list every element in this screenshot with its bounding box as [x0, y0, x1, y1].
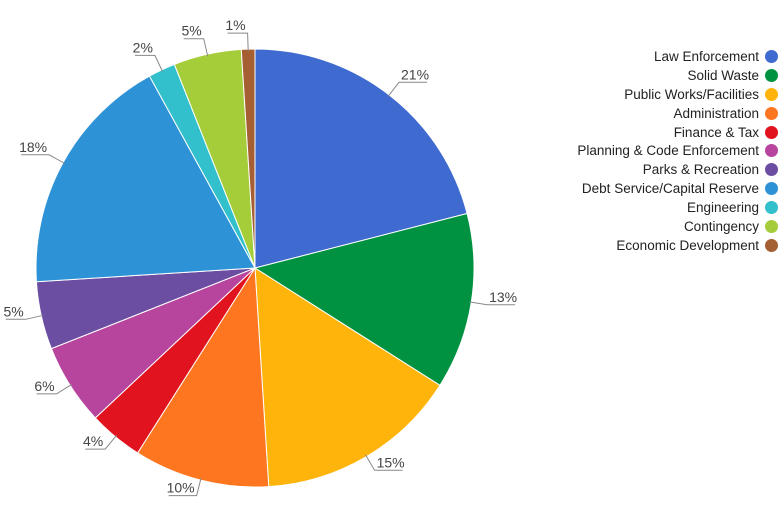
data-label-contingency: 5% — [181, 23, 201, 39]
legend-swatch — [765, 144, 778, 158]
legend-item-contingency: Contingency — [479, 217, 779, 236]
legend-swatch — [765, 87, 778, 101]
leader-line-public-works-facilities — [365, 454, 403, 471]
data-label-public-works-facilities: 15% — [377, 454, 405, 470]
legend-item-debt-service-capital-reserve: Debt Service/Capital Reserve — [479, 179, 779, 198]
legend-swatch — [765, 163, 778, 177]
data-label-parks-and-recreation: 5% — [3, 303, 23, 319]
data-label-planning-and-code-enforcement: 6% — [34, 378, 54, 394]
legend-item-administration: Administration — [479, 104, 779, 123]
legend-item-finance-and-tax: Finance & Tax — [479, 123, 779, 142]
leader-line-debt-service-capital-reserve — [21, 154, 66, 164]
legend-swatch — [765, 125, 778, 139]
legend-label: Planning & Code Enforcement — [577, 143, 759, 159]
leader-line-engineering — [134, 54, 164, 72]
leader-line-parks-and-recreation — [5, 314, 44, 320]
legend-swatch — [765, 201, 778, 215]
leader-line-planning-and-code-enforcement — [36, 383, 73, 395]
leader-line-economic-development — [227, 32, 249, 52]
leader-line-solid-waste — [469, 301, 516, 306]
leader-line-law-enforcement — [387, 81, 427, 97]
leader-line-contingency — [183, 38, 209, 57]
legend-swatch — [765, 182, 778, 196]
data-label-solid-waste: 13% — [489, 289, 517, 305]
pie-slices — [35, 48, 475, 488]
legend-swatch — [765, 219, 778, 233]
legend-label: Finance & Tax — [673, 124, 759, 140]
legend-label: Engineering — [686, 200, 759, 216]
legend-label: Parks & Recreation — [642, 162, 759, 178]
legend-label: Law Enforcement — [653, 48, 759, 64]
legend-item-law-enforcement: Law Enforcement — [479, 47, 779, 66]
slice-labels: 21% 13% 15% 10% 4% 6% 5% 18% 2% 5% 1% — [3, 17, 517, 496]
data-label-economic-development: 1% — [225, 17, 245, 33]
leader-line-finance-and-tax — [85, 434, 118, 450]
legend-label: Solid Waste — [687, 67, 759, 83]
legend-label: Contingency — [683, 218, 759, 234]
legend-swatch — [765, 68, 778, 82]
data-label-debt-service-capital-reserve: 18% — [19, 139, 47, 155]
legend-item-solid-waste: Solid Waste — [479, 66, 779, 85]
legend-label: Public Works/Facilities — [624, 86, 759, 102]
legend-item-parks-and-recreation: Parks & Recreation — [479, 160, 779, 179]
legend-item-economic-development: Economic Development — [479, 236, 779, 255]
legend-swatch — [765, 238, 778, 252]
data-label-administration: 10% — [167, 480, 195, 496]
data-label-law-enforcement: 21% — [401, 66, 429, 82]
leader-line-administration — [168, 478, 202, 497]
data-label-engineering: 2% — [133, 39, 153, 55]
legend-item-engineering: Engineering — [479, 198, 779, 217]
data-label-finance-and-tax: 4% — [83, 433, 103, 449]
legend-item-planning-and-code-enforcement: Planning & Code Enforcement — [479, 141, 779, 160]
legend-label: Administration — [673, 105, 759, 121]
legend: Law Enforcement Solid Waste Public Works/F… — [479, 47, 779, 255]
legend-label: Debt Service/Capital Reserve — [581, 181, 759, 197]
legend-swatch — [765, 106, 778, 120]
legend-item-public-works-facilities: Public Works/Facilities — [479, 85, 779, 104]
legend-label: Economic Development — [616, 237, 759, 253]
label-leader-lines — [5, 32, 516, 497]
legend-swatch — [765, 49, 778, 63]
